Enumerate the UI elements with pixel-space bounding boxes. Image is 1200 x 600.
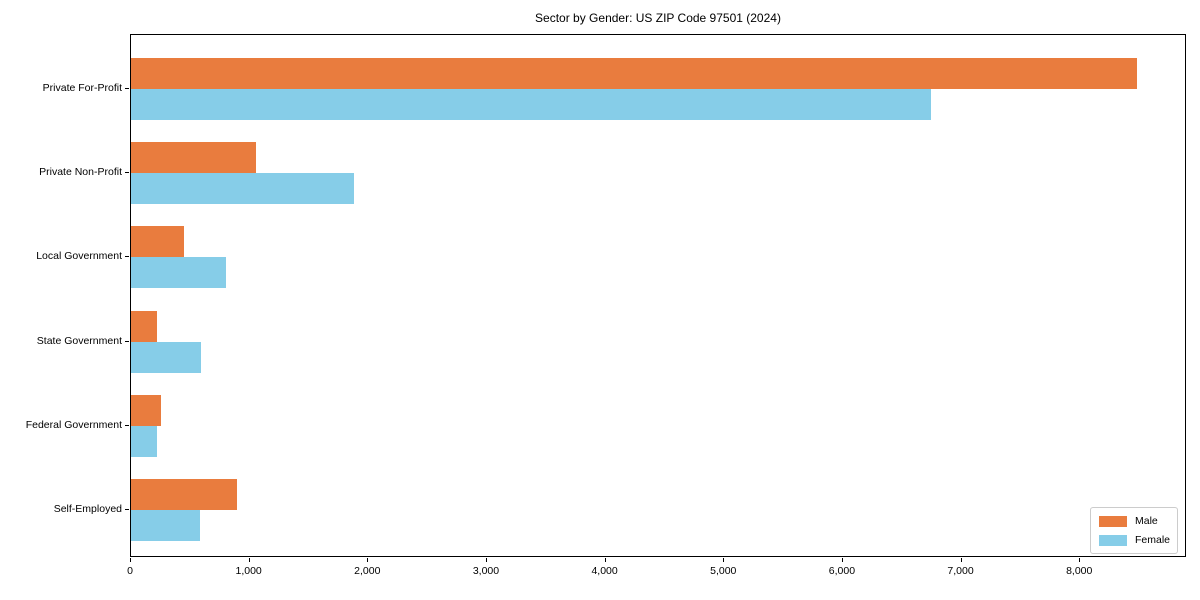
y-tick-mark — [125, 256, 129, 258]
x-tick-mark — [723, 558, 725, 562]
y-tick-mark — [125, 340, 129, 342]
legend-swatch-male — [1099, 515, 1127, 527]
plot-area — [130, 34, 1186, 557]
x-tick-label-3000: 3,000 — [472, 565, 500, 577]
bar-female-federal-government — [131, 425, 158, 457]
bar-female-self-employed — [131, 510, 200, 541]
x-tick-label-1000: 1,000 — [235, 565, 262, 577]
y-tick-label-private-non-profit: Private Non-Profit — [39, 166, 122, 179]
legend: Male Female — [1090, 507, 1178, 554]
y-tick-mark — [125, 424, 129, 426]
x-tick-mark — [485, 558, 487, 562]
x-tick-mark — [960, 558, 962, 562]
x-tick-mark — [130, 558, 131, 562]
x-tick-label-4000: 4,000 — [591, 565, 618, 577]
legend-label-female: Female — [1135, 534, 1171, 546]
legend-entry-female: Female — [1099, 534, 1171, 546]
bar-female-state-government — [131, 341, 201, 373]
bar-female-private-non-profit — [131, 173, 355, 205]
bar-male-self-employed — [131, 479, 237, 510]
y-tick-mark — [125, 88, 129, 89]
legend-entry-male: Male — [1099, 515, 1169, 527]
y-tick-mark — [125, 172, 129, 174]
bar-female-local-government — [131, 257, 226, 289]
y-tick-label-federal-government: Federal Government — [25, 418, 122, 431]
chart-title: Sector by Gender: US ZIP Code 97501 (202… — [535, 11, 781, 25]
x-tick-label-2000: 2,000 — [354, 565, 381, 577]
x-tick-mark — [248, 558, 250, 562]
y-tick-label-local-government: Local Government — [36, 250, 122, 263]
bar-female-private-for-profit — [131, 89, 931, 120]
x-tick-label-6000: 6,000 — [828, 565, 856, 577]
x-tick-mark — [367, 558, 369, 562]
bar-male-federal-government — [131, 394, 161, 426]
bar-male-state-government — [131, 310, 158, 342]
y-tick-mark — [125, 509, 129, 510]
x-tick-mark — [604, 558, 606, 562]
x-tick-label-5000: 5,000 — [710, 565, 737, 577]
x-tick-mark — [1079, 558, 1081, 562]
x-tick-label-7000: 7,000 — [947, 565, 974, 577]
y-tick-label-state-government: State Government — [36, 334, 122, 347]
x-tick-label-8000: 8,000 — [1066, 565, 1093, 577]
legend-label-male: Male — [1135, 515, 1158, 527]
bar-male-private-non-profit — [131, 142, 256, 174]
x-tick-label-0: 0 — [127, 565, 133, 577]
y-tick-label-private-for-profit: Private For-Profit — [42, 82, 122, 94]
x-tick-mark — [841, 558, 843, 562]
bar-male-local-government — [131, 226, 185, 258]
y-tick-label-self-employed: Self-Employed — [53, 503, 122, 515]
legend-swatch-female — [1099, 534, 1127, 546]
bar-male-private-for-profit — [131, 58, 1138, 89]
